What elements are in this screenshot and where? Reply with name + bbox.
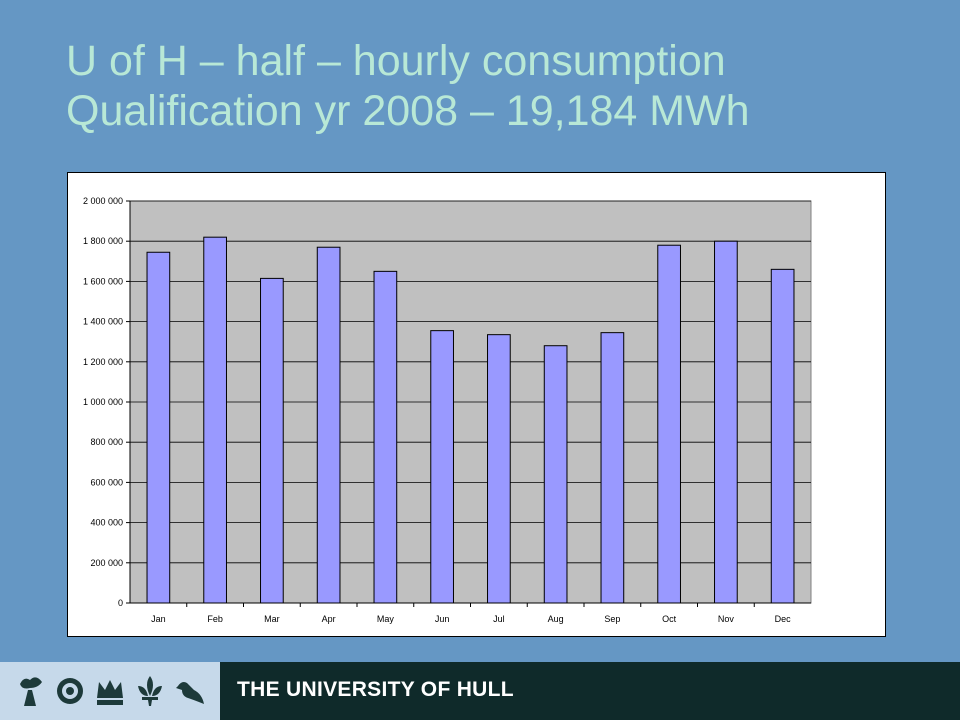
fleur-de-lis-icon — [138, 676, 162, 706]
footer-bar: THE UNIVERSITY OF HULL — [0, 662, 960, 720]
x-tick-label: May — [377, 614, 395, 624]
y-tick-label: 600 000 — [90, 477, 123, 487]
bar-chart: 0 200 000 400 000 600 000 800 000 1 000 000 1 … — [83, 196, 812, 624]
x-tick-label: Oct — [662, 614, 677, 624]
bar-jan — [146, 251, 171, 604]
torch-icon — [20, 677, 42, 706]
y-tick-label: 1 000 000 — [83, 397, 123, 407]
bar-oct — [657, 244, 681, 604]
chart-panel: 0 200 000 400 000 600 000 800 000 1 000 000 1 … — [67, 172, 886, 637]
x-tick-label: Jul — [493, 614, 505, 624]
bar-jul — [487, 334, 511, 604]
y-tick-label: 800 000 — [90, 437, 123, 447]
university-name: THE UNIVERSITY OF HULL — [237, 678, 514, 701]
y-tick-label: 2 000 000 — [83, 196, 123, 206]
slide-title: U of H – half – hourly consumption Quali… — [66, 36, 946, 136]
y-tick-label: 200 000 — [90, 558, 123, 568]
y-tick-label: 1 800 000 — [83, 236, 123, 246]
x-tick-label: Sep — [604, 614, 620, 624]
x-tick-label: Jan — [151, 614, 166, 624]
title-line-1: U of H – half – hourly consumption — [66, 37, 726, 85]
bar-aug — [543, 345, 568, 604]
y-tick-label: 1 600 000 — [83, 276, 123, 286]
rose-icon — [57, 678, 83, 704]
y-tick-label: 0 — [118, 598, 123, 608]
crest-strip — [0, 662, 220, 720]
x-tick-label: Jun — [435, 614, 450, 624]
bar-sep — [600, 332, 625, 604]
bar-apr — [316, 246, 341, 604]
x-tick-label: Apr — [322, 614, 336, 624]
x-tick-label: Mar — [264, 614, 280, 624]
x-tick-label: Aug — [548, 614, 564, 624]
y-tick-label: 1 400 000 — [83, 317, 123, 327]
bar-dec — [770, 268, 795, 604]
bar-nov — [714, 240, 738, 604]
y-tick-label: 1 200 000 — [83, 357, 123, 367]
y-tick-label: 400 000 — [90, 518, 123, 528]
crown-icon — [97, 680, 123, 705]
bar-jun — [430, 330, 454, 604]
bird-icon — [176, 682, 204, 704]
bar-feb — [203, 236, 227, 604]
x-tick-label: Nov — [718, 614, 735, 624]
bar-mar — [260, 277, 284, 604]
bar-may — [373, 270, 398, 604]
title-line-2: Qualification yr 2008 – 19,184 MWh — [66, 87, 750, 135]
x-tick-label: Dec — [775, 614, 792, 624]
x-tick-label: Feb — [207, 614, 223, 624]
